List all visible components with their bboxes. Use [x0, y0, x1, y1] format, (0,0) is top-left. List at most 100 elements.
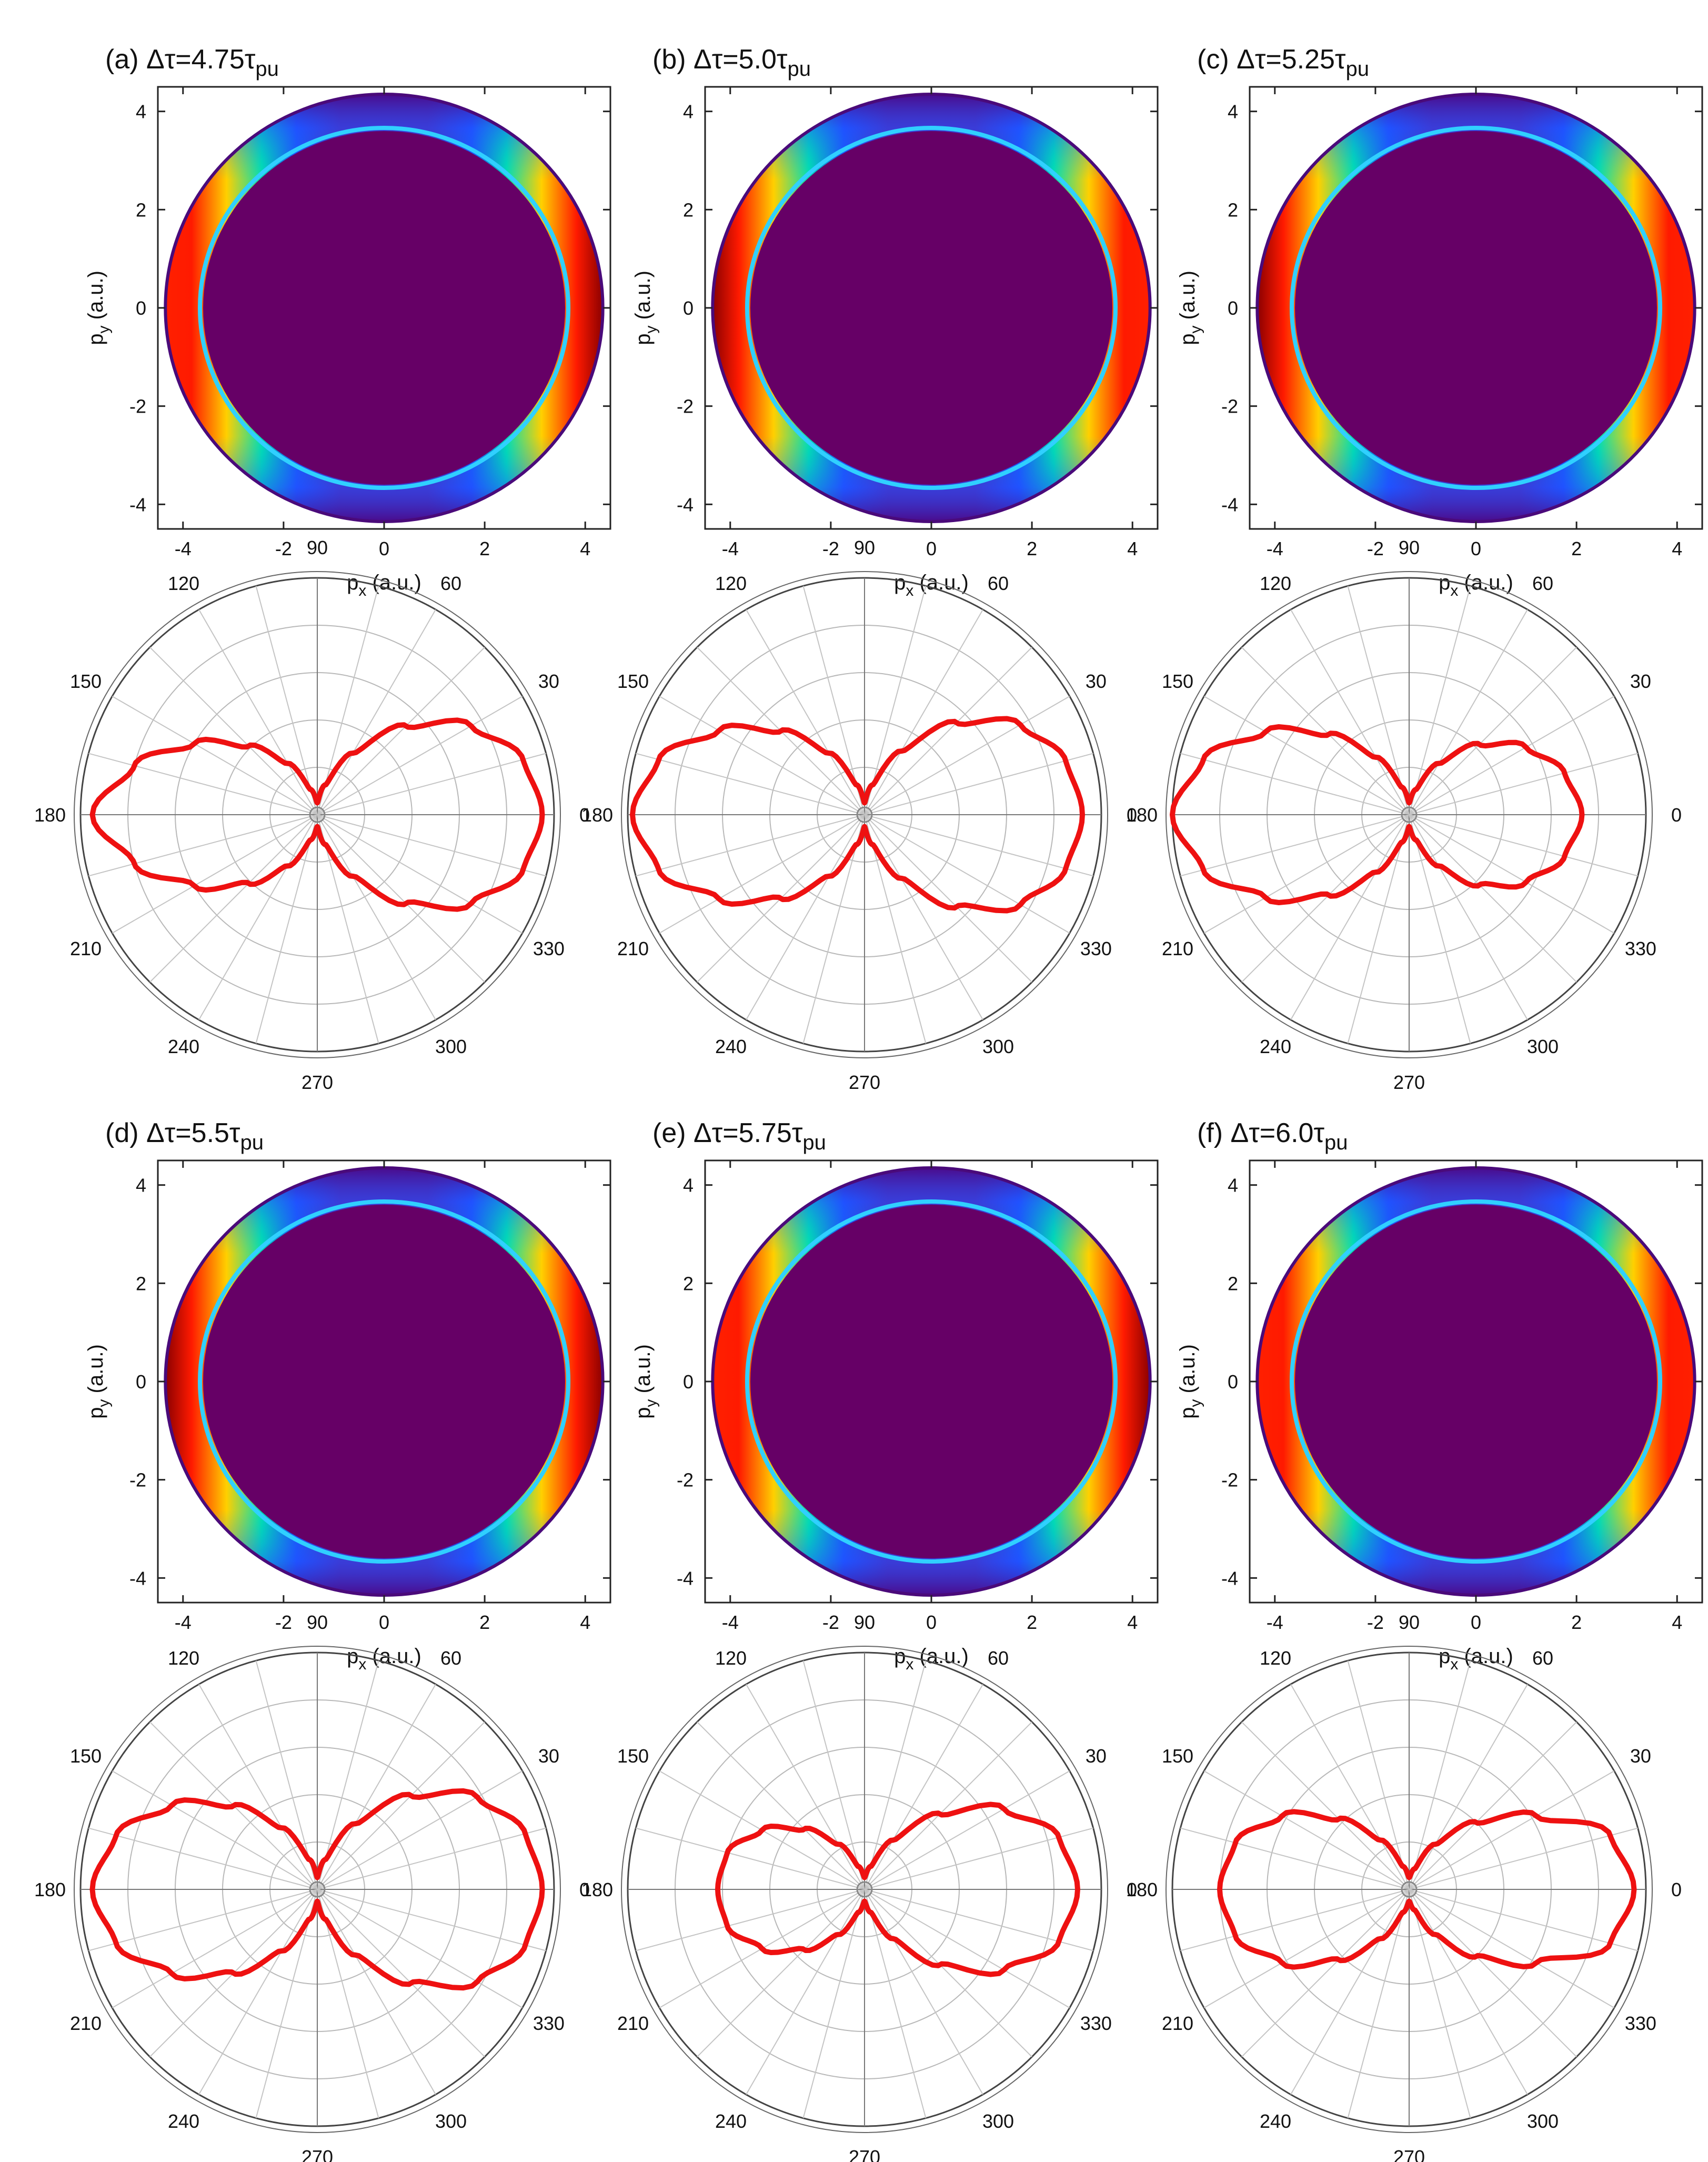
x-tick-label: -2	[822, 1612, 839, 1633]
angle-label: 120	[715, 573, 747, 594]
heatmap-panel-5: (f) Δτ=6.0τpu -4 -2 0 2 4 -4 -2 0 2 4 px (a.u.) py (…	[1176, 1118, 1703, 1673]
polar-spoke	[255, 586, 318, 815]
polar-spoke	[746, 814, 865, 1020]
angle-label: 30	[538, 1745, 559, 1767]
polar-spoke	[1409, 814, 1528, 1020]
angle-label: 150	[1162, 670, 1193, 692]
polar-spoke	[112, 1770, 318, 1890]
heatmap-panel-3: (d) Δτ=5.5τpu -4 -2 0 2 4 -4 -2 0 2 4 px (a.u.) py (…	[84, 1118, 611, 1673]
polar-spoke	[864, 1889, 1032, 2057]
x-tick-label: 2	[1027, 1612, 1037, 1633]
polar-spoke	[1409, 1660, 1471, 1890]
polar-spoke	[1409, 1684, 1528, 1890]
x-tick-label: 0	[1471, 1612, 1481, 1633]
y-tick-label: 2	[136, 199, 146, 221]
polar-spoke	[1347, 814, 1410, 1044]
y-tick-label: 4	[683, 1175, 694, 1196]
x-tick-label: 2	[1027, 538, 1037, 559]
angle-label: 300	[435, 2110, 467, 2132]
angle-label: 60	[1532, 573, 1553, 594]
angle-label: 150	[617, 670, 649, 692]
x-tick-label: 2	[1571, 538, 1582, 559]
polar-spoke	[864, 1889, 927, 2118]
angle-label: 300	[982, 2110, 1014, 2132]
angle-label: 30	[538, 670, 559, 692]
angle-label: 300	[1527, 1036, 1559, 1057]
polar-spoke	[149, 647, 318, 815]
polar-spoke	[1180, 814, 1410, 877]
polar-spoke	[659, 814, 865, 934]
angle-label: 150	[70, 1745, 102, 1767]
polar-spoke	[317, 696, 523, 815]
polar-spoke	[1241, 1889, 1410, 2057]
polar-spoke	[317, 1770, 523, 1890]
angle-label: 0	[1671, 804, 1682, 826]
x-tick-label: 0	[926, 1612, 937, 1633]
polar-spoke	[317, 1889, 379, 2118]
y-tick-label: 0	[1228, 1371, 1238, 1393]
polar-spoke	[802, 586, 865, 815]
polar-spoke	[802, 1889, 865, 2118]
polar-spoke	[1203, 696, 1410, 815]
polar-spoke	[864, 696, 1070, 815]
angle-label: 330	[1080, 938, 1112, 959]
ring-inner-edge	[745, 126, 1118, 490]
angular-distribution-curve	[89, 1788, 545, 1991]
angle-label: 150	[1162, 1745, 1193, 1767]
y-tick-label: 4	[136, 101, 146, 123]
polar-spoke	[317, 1660, 379, 1890]
angle-label: 210	[617, 2013, 649, 2034]
angle-label: 270	[302, 1072, 333, 1093]
y-tick-label: -4	[1221, 494, 1238, 515]
angle-label: 180	[1126, 804, 1158, 826]
angle-label: 60	[988, 1647, 1009, 1669]
polar-spoke	[88, 753, 318, 815]
polar-rim	[1166, 571, 1653, 1058]
polar-spoke	[317, 647, 485, 815]
polar-spoke	[112, 814, 318, 934]
polar-spoke	[317, 1721, 485, 1890]
angle-label: 240	[1260, 1036, 1291, 1057]
polar-spoke	[1347, 586, 1410, 815]
angle-label: 180	[581, 1879, 613, 1900]
polar-spoke	[317, 1889, 546, 1951]
panel-title: (c) Δτ=5.25τpu	[1197, 44, 1369, 81]
angle-label: 300	[982, 1036, 1014, 1057]
angle-label: 270	[849, 1072, 880, 1093]
angle-label: 300	[1527, 2110, 1559, 2132]
polar-origin	[856, 1881, 873, 1898]
polar-spoke	[1409, 586, 1471, 815]
x-tick-label: 4	[1672, 1612, 1682, 1633]
angle-label: 60	[440, 573, 461, 594]
panel-title: (f) Δτ=6.0τpu	[1197, 1118, 1348, 1154]
x-axis-label: px (a.u.)	[1439, 571, 1513, 599]
y-tick-label: -2	[129, 1469, 146, 1491]
polar-spoke	[317, 814, 436, 1020]
y-tick-label: -4	[1221, 1567, 1238, 1589]
y-tick-label: 0	[683, 1371, 694, 1393]
polar-spoke	[149, 814, 318, 983]
angle-label: 150	[617, 1745, 649, 1767]
polar-spoke	[112, 696, 318, 815]
angle-label: 240	[168, 1036, 199, 1057]
angle-label: 180	[1126, 1879, 1158, 1900]
inner-disk	[203, 131, 565, 485]
ring-inner-edge	[198, 1199, 570, 1564]
y-tick-label: -4	[677, 1567, 694, 1589]
angle-label: 330	[533, 938, 565, 959]
angle-label: 240	[1260, 2110, 1291, 2132]
polar-spoke	[1203, 1889, 1410, 2008]
panel-title: (b) Δτ=5.0τpu	[652, 44, 811, 81]
y-tick-label: -2	[1221, 396, 1238, 417]
polar-spoke	[317, 753, 546, 815]
x-tick-label: -4	[722, 1612, 739, 1633]
polar-spoke	[1409, 1889, 1615, 2008]
angle-label: 210	[70, 2013, 102, 2034]
polar-spoke	[317, 609, 436, 815]
inner-disk	[1295, 1205, 1657, 1558]
x-tick-label: -4	[1267, 538, 1283, 559]
polar-spoke	[198, 814, 318, 1020]
panel-title: (d) Δτ=5.5τpu	[105, 1118, 264, 1154]
